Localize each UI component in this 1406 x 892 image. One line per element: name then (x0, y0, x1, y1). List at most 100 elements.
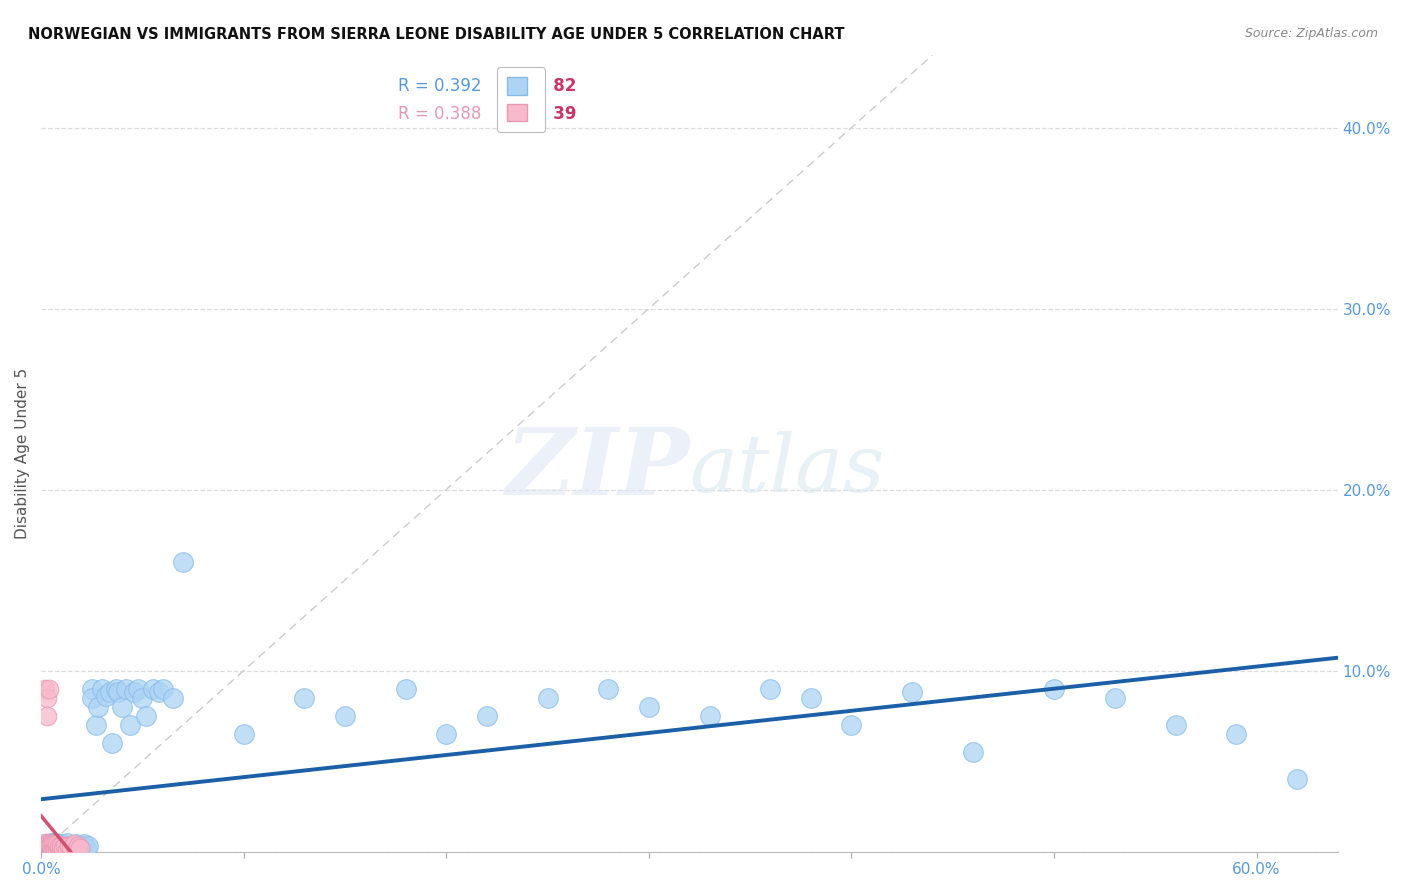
Point (37, 838, 59, 852)
Point (42, 843, 65, 857)
Point (46, 836, 69, 850)
Point (475, 708, 498, 723)
Point (34, 843, 56, 857)
Point (38, 839, 60, 854)
Point (101, 736, 124, 750)
Point (39, 841, 62, 855)
Point (1043, 681, 1066, 696)
Point (42, 838, 65, 852)
Point (124, 685, 146, 699)
Point (333, 708, 356, 723)
Point (52, 841, 75, 855)
Point (111, 699, 134, 714)
Point (39, 839, 62, 854)
Point (34, 681, 56, 696)
Point (62, 838, 84, 852)
Point (105, 681, 128, 696)
Point (37, 843, 59, 857)
Point (52, 838, 75, 852)
Point (62, 841, 84, 855)
Point (44, 839, 66, 854)
Point (51, 841, 73, 855)
Point (800, 690, 823, 705)
Point (37, 838, 59, 852)
Point (637, 699, 659, 714)
Point (135, 708, 157, 723)
Point (55, 843, 77, 857)
Point (72, 838, 94, 852)
Point (37, 839, 59, 854)
Point (699, 708, 721, 723)
Point (38, 841, 60, 855)
Point (65, 838, 87, 852)
Point (58, 841, 80, 855)
Point (56, 836, 79, 850)
Point (69, 841, 91, 855)
Point (44, 838, 66, 852)
Point (58, 839, 80, 854)
Point (38, 681, 60, 696)
Point (38, 838, 60, 852)
Point (34, 843, 56, 857)
Point (56, 843, 79, 857)
Point (37, 841, 59, 855)
Point (39, 838, 62, 852)
Point (48, 841, 70, 855)
Point (34, 839, 56, 854)
Point (115, 681, 138, 696)
Y-axis label: Disability Age Under 5: Disability Age Under 5 (15, 368, 30, 539)
Point (37, 708, 59, 723)
Point (39, 841, 62, 855)
Point (39, 839, 62, 854)
Point (152, 681, 174, 696)
Point (38, 843, 60, 857)
Point (120, 718, 142, 732)
Point (841, 718, 863, 732)
Point (80, 690, 103, 705)
Point (42, 836, 65, 850)
Point (38, 838, 60, 852)
Text: N = 39: N = 39 (515, 105, 576, 123)
Point (1104, 690, 1126, 705)
Point (70, 839, 93, 854)
Point (66, 839, 89, 854)
Point (162, 690, 184, 705)
Point (37, 841, 59, 855)
Point (66, 839, 89, 854)
Text: NORWEGIAN VS IMMIGRANTS FROM SIERRA LEONE DISABILITY AGE UNDER 5 CORRELATION CHA: NORWEGIAN VS IMMIGRANTS FROM SIERRA LEON… (28, 27, 845, 42)
Point (75, 841, 97, 855)
Point (32, 843, 55, 857)
Point (131, 690, 153, 705)
Point (42, 839, 65, 854)
Point (46, 839, 69, 854)
Point (434, 727, 457, 741)
Point (141, 681, 163, 696)
Point (48, 839, 70, 854)
Point (1286, 772, 1309, 787)
Point (39, 843, 62, 857)
Point (55, 839, 77, 854)
Point (1164, 718, 1187, 732)
Point (84, 718, 107, 732)
Point (38, 841, 60, 855)
Point (46, 843, 69, 857)
Point (48, 838, 70, 852)
Point (42, 843, 65, 857)
Text: R = 0.392: R = 0.392 (398, 77, 481, 95)
Point (32, 839, 55, 854)
Point (46, 841, 69, 855)
Text: atlas: atlas (689, 431, 884, 508)
Point (69, 841, 91, 855)
Point (44, 841, 66, 855)
Point (44, 838, 66, 852)
Point (56, 839, 79, 854)
Point (536, 690, 558, 705)
Point (37, 843, 59, 857)
Point (1225, 727, 1247, 741)
Point (48, 841, 70, 855)
Point (48, 839, 70, 854)
Point (51, 843, 73, 857)
Point (39, 838, 62, 852)
Point (76, 839, 98, 854)
Text: R = 0.388: R = 0.388 (398, 105, 481, 123)
